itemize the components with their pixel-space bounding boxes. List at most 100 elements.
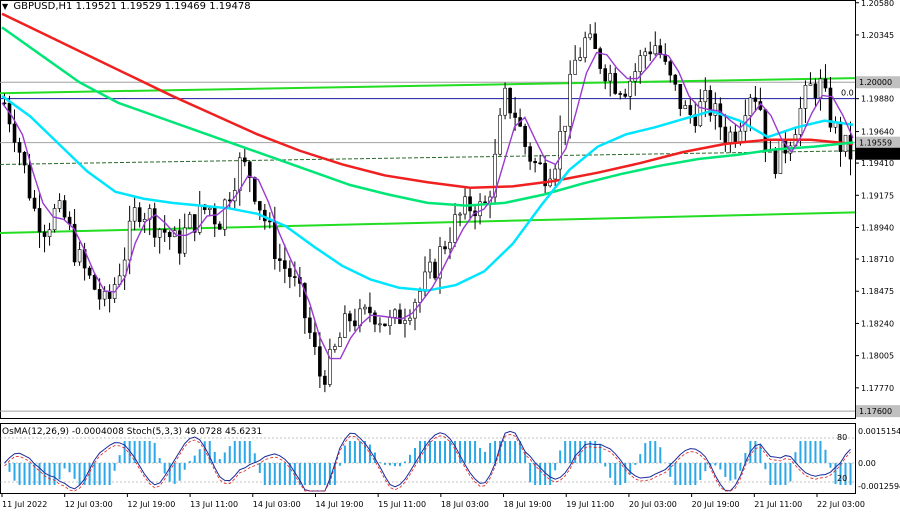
osma-bar <box>128 441 131 463</box>
candle-body <box>498 114 502 155</box>
osma-bar <box>594 441 597 463</box>
candle-body <box>798 108 803 135</box>
osma-bar <box>639 454 642 463</box>
price-tick-label: 1.18710 <box>861 255 894 264</box>
candle-body <box>62 200 67 218</box>
candle-body <box>628 80 633 97</box>
candle-body <box>247 161 252 178</box>
osma-bar <box>303 463 306 485</box>
osma-bar <box>148 441 151 463</box>
candle-body <box>603 68 608 82</box>
osma-bar <box>213 451 216 463</box>
time-tick-label: 22 Jul 03:00 <box>817 500 865 509</box>
stoch-tick-label: 80 <box>837 433 847 442</box>
candle-body <box>237 157 242 191</box>
price-tick-label: 1.18475 <box>861 287 894 296</box>
candle-body <box>227 199 232 202</box>
candle-body <box>177 230 182 254</box>
candle-body <box>598 48 603 69</box>
osma-bar <box>323 463 326 485</box>
osma-bar <box>804 441 807 463</box>
candle-body <box>403 320 407 324</box>
osma-bar <box>454 441 457 463</box>
candle-body <box>583 37 587 58</box>
candle-body <box>533 161 537 164</box>
candle-body <box>107 291 112 299</box>
candle-body <box>37 208 42 233</box>
osma-bar <box>429 441 432 463</box>
candle-body <box>653 45 658 55</box>
time-tick-label: 18 Jul 19:00 <box>504 500 552 509</box>
candle-body <box>338 337 342 347</box>
osma-bar <box>654 441 657 463</box>
candle-body <box>252 177 257 202</box>
osma-bar <box>293 463 296 485</box>
osma-bar <box>18 463 21 485</box>
osma-bar <box>218 459 221 463</box>
osma-bar <box>609 463 612 478</box>
candle-body <box>77 249 82 263</box>
osma-bar <box>499 441 502 463</box>
osma-bar <box>43 463 46 485</box>
osma-bar <box>764 463 767 470</box>
candle-body <box>303 283 307 319</box>
stoch-tick-label: 20 <box>837 474 847 483</box>
osma-bar <box>383 463 386 465</box>
time-tick-label: 18 Jul 03:00 <box>441 500 489 509</box>
osma-bar <box>684 463 687 485</box>
candle-body <box>167 232 172 238</box>
osma-bar <box>393 463 396 467</box>
candle-body <box>803 85 808 109</box>
candle-body <box>748 97 753 116</box>
osma-bar <box>484 451 487 463</box>
osma-bar <box>834 463 837 485</box>
price-highlight-box <box>856 136 900 149</box>
candle-body <box>523 125 527 147</box>
osma-bar <box>313 463 316 485</box>
osma-bar <box>288 463 291 485</box>
price-axis: 1.20580 1.20345 1.20000 1.19880 1.19640 1.195… <box>855 0 900 418</box>
candle-body <box>608 73 613 82</box>
osma-bar <box>353 441 356 463</box>
candle-body <box>513 112 517 118</box>
osma-bar <box>844 463 847 485</box>
candle-body <box>293 276 297 278</box>
osma-label: OsMA(12,26,9) -0.0004008 <box>2 427 124 437</box>
candle-body <box>207 207 212 210</box>
price-highlight-label: 1.17600 <box>859 407 892 416</box>
ma-slow-line <box>1 12 854 190</box>
candle-body <box>633 71 638 82</box>
osma-bar <box>824 449 827 463</box>
candle-body <box>433 261 437 279</box>
osma-bar <box>574 441 577 463</box>
osma-bar <box>544 463 547 485</box>
indicator-pane: 0.0015154 0.00 -0.0012594 80 20 <box>0 423 900 494</box>
osma-bar <box>123 441 126 463</box>
collapse-triangle-icon[interactable]: ▼ <box>2 2 9 11</box>
time-tick-label: 11 Jul 2022 <box>2 500 47 509</box>
candle-body <box>688 105 693 115</box>
candle-body <box>132 207 137 222</box>
osma-bar <box>168 463 171 482</box>
osma-bar <box>779 463 782 485</box>
candle-body <box>383 323 387 327</box>
osma-bar <box>173 463 176 484</box>
osma-bar <box>769 463 772 485</box>
candle-body <box>217 223 222 230</box>
osma-bar <box>283 463 286 485</box>
osma-bar <box>38 463 41 485</box>
osma-bar <box>28 463 31 485</box>
candle-body <box>828 87 833 128</box>
candle-body <box>578 57 582 61</box>
candle-body <box>563 125 567 132</box>
stoch-label: Stoch(5,3,3) 49.0728 45.6231 <box>126 427 263 437</box>
candle-body <box>323 375 327 385</box>
osma-bar <box>729 463 732 481</box>
osma-bar <box>183 463 186 470</box>
osma-bar <box>188 460 191 463</box>
candle-body <box>763 109 768 151</box>
candle-body <box>157 229 162 238</box>
osma-bar <box>599 444 602 463</box>
osma-bar <box>413 447 416 463</box>
